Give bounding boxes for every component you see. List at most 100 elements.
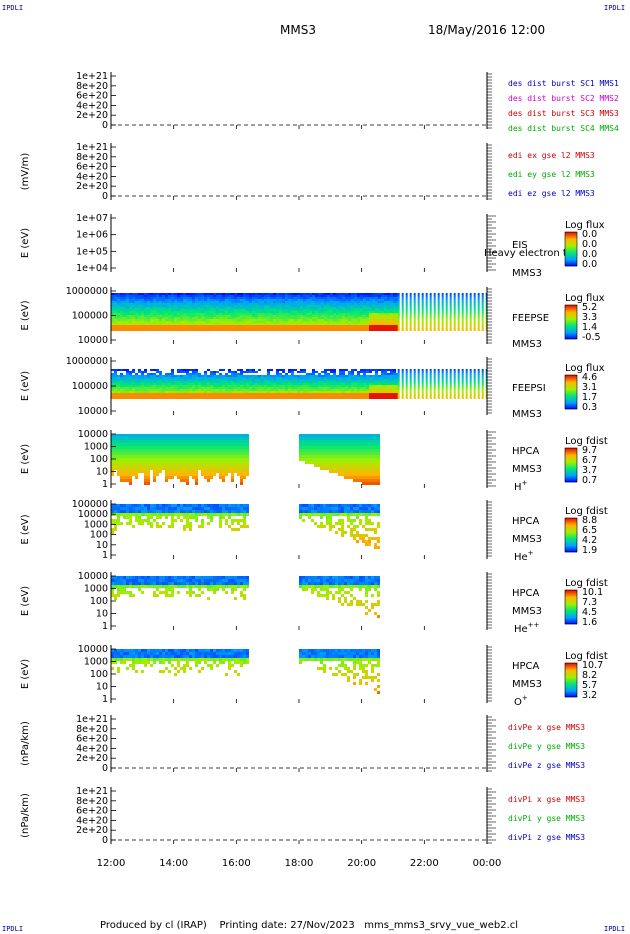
panel-7-spectrogram bbox=[111, 504, 380, 549]
panel-8-instrument-label: MMS3 bbox=[512, 606, 542, 617]
xaxis-tick-label: 18:00 bbox=[285, 858, 314, 869]
panel-9-instrument-label: HPCA bbox=[512, 661, 540, 672]
panel-9-colorbar-title: Log fdist bbox=[565, 651, 608, 662]
panel-4-ytick-label: 100000 bbox=[72, 311, 108, 322]
panel-7-colorbar-tick: 4.2 bbox=[582, 535, 597, 546]
panel-8-ylabel: E (eV) bbox=[20, 586, 31, 616]
panel-1-ytick-label: 4e+20 bbox=[76, 100, 108, 111]
panel-5-colorbar-tick: 3.1 bbox=[582, 382, 597, 393]
panel-7-ytick-label: 10 bbox=[96, 540, 108, 551]
panel-10-ytick-label: 6e+20 bbox=[76, 734, 108, 745]
panel-4-ylabel: E (eV) bbox=[20, 300, 31, 330]
panel-6-instrument-label: MMS3 bbox=[512, 464, 542, 475]
panel-7-ylabel: E (eV) bbox=[20, 514, 31, 544]
panel-9-ytick-label: 10000 bbox=[78, 644, 108, 655]
panel-2-legend-entry: edi ez gse l2 MMS3 bbox=[508, 189, 595, 198]
mission-title: MMS3 bbox=[280, 23, 316, 37]
panel-1-legend-entry: des dist burst SC4 MMS4 bbox=[508, 124, 619, 133]
panel-11-ytick-label: 2e+20 bbox=[76, 825, 108, 836]
panel-9-ytick-label: 100 bbox=[90, 669, 108, 680]
panel-6-ytick-label: 1 bbox=[102, 479, 108, 490]
panel-8-ytick-label: 10 bbox=[96, 609, 108, 620]
panel-3-colorbar-tick: 0.0 bbox=[582, 239, 597, 250]
panel-8-colorbar-tick: 1.6 bbox=[582, 617, 597, 628]
panel-9-ylabel: E (eV) bbox=[20, 659, 31, 689]
panel-11-ytick-label: 6e+20 bbox=[76, 806, 108, 817]
footer-printing-date: Printing date: 27/Nov/2023 bbox=[219, 920, 355, 931]
panel-7-species: He+ bbox=[514, 549, 534, 563]
panel-1-ytick-label: 0 bbox=[102, 120, 108, 131]
panel-10-legend-entry: divPe x gse MMS3 bbox=[508, 723, 585, 732]
panel-10-legend-entry: divPe z gse MMS3 bbox=[508, 761, 585, 770]
xaxis-tick-label: 22:00 bbox=[410, 858, 439, 869]
panel-3-colorbar bbox=[564, 231, 578, 267]
panel-7-colorbar-tick: 6.5 bbox=[582, 525, 597, 536]
panel-6-colorbar-tick: 0.7 bbox=[582, 475, 597, 486]
panel-9-colorbar-tick: 5.7 bbox=[582, 680, 597, 691]
panel-9-instrument-label: MMS3 bbox=[512, 679, 542, 690]
corner-label-bottom-left: IPDLI bbox=[2, 925, 24, 933]
panel-5-ytick-label: 10000 bbox=[78, 406, 108, 417]
panel-10-ytick-label: 1e+21 bbox=[76, 714, 108, 725]
panel-2-legend-entry: edi ex gse l2 MMS3 bbox=[508, 151, 595, 160]
panel-7-ytick-label: 1 bbox=[102, 550, 108, 561]
panel-8-colorbar-tick: 4.5 bbox=[582, 607, 597, 618]
panel-5-instrument-label: FEEPSI bbox=[512, 383, 546, 394]
panel-5-colorbar-tick: 4.6 bbox=[582, 372, 597, 383]
panel-1-legend-entry: des dist burst SC3 MMS3 bbox=[508, 109, 619, 118]
panel-6-colorbar bbox=[564, 447, 578, 483]
panel-5-ytick-label: 1000000 bbox=[66, 356, 108, 367]
panel-11-ytick-label: 1e+21 bbox=[76, 786, 108, 797]
panel-11-ytick-label: 8e+20 bbox=[76, 796, 108, 807]
panel-10-ylabel: (nPa/km) bbox=[20, 721, 31, 766]
xaxis-tick-label: 14:00 bbox=[159, 858, 188, 869]
panel-1-ytick-label: 8e+20 bbox=[76, 81, 108, 92]
panel-4-ytick-label: 10000 bbox=[78, 335, 108, 346]
panel-5-spectrogram bbox=[111, 369, 487, 399]
xaxis-tick-label: 00:00 bbox=[473, 858, 502, 869]
panel-3: 1e+07 1e+06 1e+05 1e+04 E (eV) EIS MMS3 Heavy e… bbox=[20, 213, 605, 279]
panel-3-instrument-label: MMS3 bbox=[512, 268, 542, 279]
corner-label-bottom-right: IPDLI bbox=[604, 925, 626, 933]
panel-9-ytick-label: 1000 bbox=[84, 657, 108, 668]
panel-3-overlay-text: Heavy electron to bbox=[484, 248, 573, 259]
panel-7-colorbar-title: Log fdist bbox=[565, 506, 608, 517]
panel-7-ytick-label: 1000 bbox=[84, 519, 108, 530]
panel-10-ytick-label: 8e+20 bbox=[76, 724, 108, 735]
footer-produced: Produced by cl (IRAP) bbox=[100, 920, 207, 931]
xaxis-tick-label: 20:00 bbox=[347, 858, 376, 869]
panel-3-ytick-label: 1e+05 bbox=[76, 246, 108, 257]
panel-9-colorbar-tick: 10.7 bbox=[582, 660, 603, 671]
panel-6-colorbar-tick: 9.7 bbox=[582, 445, 597, 456]
panel-3-colorbar-tick: 0.0 bbox=[582, 249, 597, 260]
panel-6-colorbar-tick: 6.7 bbox=[582, 455, 597, 466]
panel-4-ytick-label: 1000000 bbox=[66, 286, 108, 297]
panel-6-ytick-label: 10 bbox=[96, 467, 108, 478]
footer-file: mms_mms3_srvy_vue_web2.cl bbox=[364, 920, 519, 931]
panel-6-ytick-label: 10000 bbox=[78, 429, 108, 440]
panel-9-ytick-label: 1 bbox=[102, 694, 108, 705]
panel-6-species: H+ bbox=[514, 479, 528, 493]
panel-6-spectrogram bbox=[111, 434, 380, 485]
corner-label-top-right: IPDLI bbox=[604, 4, 626, 12]
panel-3-ytick-label: 1e+04 bbox=[76, 263, 108, 274]
panel-9-colorbar-tick: 8.2 bbox=[582, 670, 597, 681]
panel-11-ytick-label: 0 bbox=[102, 835, 108, 846]
panel-5-ytick-label: 100000 bbox=[72, 381, 108, 392]
panel-4-instrument-label: FEEPSE bbox=[512, 313, 549, 324]
panel-9-species: O+ bbox=[514, 694, 528, 708]
panel-6-instrument-label: HPCA bbox=[512, 446, 540, 457]
panel-1-legend-entry: des dist burst SC1 MMS1 bbox=[508, 79, 619, 88]
panel-8-colorbar-title: Log fdist bbox=[565, 578, 608, 589]
footer: Produced by cl (IRAP) Printing date: 27/… bbox=[100, 920, 518, 931]
panel-5-colorbar-title: Log flux bbox=[565, 363, 605, 374]
panel-5-ylabel: E (eV) bbox=[20, 371, 31, 401]
panel-2-ytick-label: 4e+20 bbox=[76, 171, 108, 182]
